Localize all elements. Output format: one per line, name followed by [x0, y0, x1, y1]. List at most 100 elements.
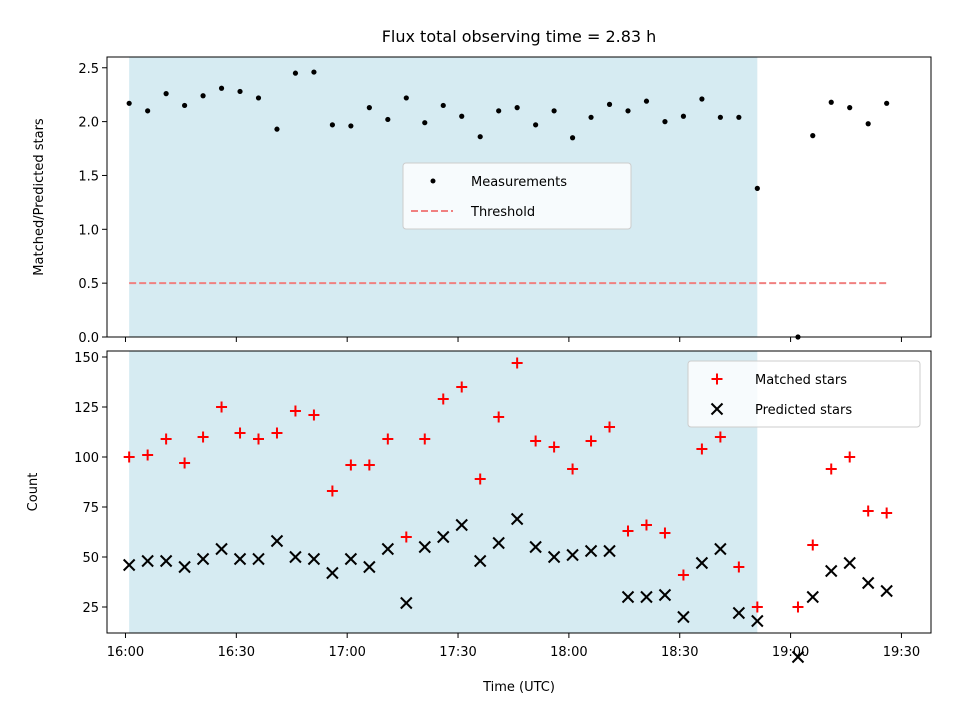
y-tick-label: 1.0 [78, 223, 99, 238]
measurement-point [440, 102, 446, 109]
x-tick-label: 17:30 [439, 645, 476, 660]
x-tick-label: 18:30 [661, 645, 698, 660]
y-tick-label: 100 [74, 451, 99, 466]
chart-title: Flux total observing time = 2.83 h [382, 27, 657, 46]
measurement-point [311, 69, 317, 75]
measurement-point [551, 108, 557, 114]
top-x-ticks [124, 337, 902, 342]
matched-point [807, 539, 819, 551]
measurement-point [680, 113, 687, 119]
top-legend-box [402, 162, 632, 230]
predicted-point [215, 542, 228, 556]
predicted-point [381, 542, 395, 556]
measurement-point [717, 114, 723, 120]
predicted-point [437, 530, 450, 544]
x-tick-label: 16:30 [218, 645, 255, 660]
matched-point [142, 449, 154, 461]
matched-point [585, 435, 597, 447]
legend-matched-marker [711, 373, 723, 385]
bottom-panel: 25 50 75 100 125 150 16:00 16:30 17:00 17:30 18:0… [26, 350, 932, 695]
matched-point [844, 451, 856, 463]
bottom-x-ticks: 16:00 16:30 17:00 17:30 18:00 18:30 19:00 19:30 [107, 633, 920, 660]
y-tick-label: 1.5 [78, 169, 99, 184]
bottom-y-axis-label: Count [26, 473, 41, 512]
matched-point [271, 427, 283, 439]
bottom-y-ticks: 25 50 75 100 125 150 [74, 351, 107, 616]
predicted-point [233, 552, 247, 566]
measurement-point [459, 113, 465, 119]
predicted-point [492, 536, 505, 550]
measurement-point [237, 88, 243, 95]
predicted-point [418, 540, 431, 554]
measurement-point [292, 70, 299, 76]
measurement-point [625, 108, 631, 114]
top-panel: 0.0 0.5 1.0 1.5 2.0 2.5 Flux total observing … [32, 27, 932, 346]
legend-plus [711, 373, 723, 385]
measurement-point [145, 108, 151, 114]
matched-point [197, 431, 209, 443]
measurement-point [884, 100, 890, 106]
matched-point [474, 473, 486, 485]
measurement-point [200, 93, 206, 99]
matched-point [751, 601, 763, 613]
measurement-point [385, 116, 391, 123]
predicted-point [825, 564, 838, 578]
y-tick-label: 25 [82, 601, 99, 616]
measurement-point [588, 114, 594, 120]
x-tick-label: 17:00 [328, 645, 365, 660]
measurement-point [533, 122, 539, 128]
measurement-point [218, 85, 225, 91]
bottom-legend: Matched stars Predicted stars [687, 360, 921, 428]
measurement-point [736, 114, 742, 120]
predicted-point [603, 544, 616, 558]
matched-point [456, 381, 468, 393]
measurement-point [865, 121, 871, 127]
measurement-point [348, 123, 354, 129]
measurement-point [847, 105, 853, 111]
predicted-point [122, 558, 136, 572]
predicted-point [141, 554, 154, 568]
predicted-point [751, 614, 764, 628]
predicted-point [732, 606, 746, 620]
y-tick-label: 0.0 [78, 331, 99, 346]
predicted-point [806, 590, 819, 604]
measurement-point [126, 100, 132, 106]
predicted-point [252, 552, 265, 566]
matched-point [530, 435, 542, 447]
matched-point [437, 393, 449, 405]
y-tick-label: 2.5 [78, 62, 99, 77]
measurement-point [403, 95, 409, 101]
top-y-ticks: 0.0 0.5 1.0 1.5 2.0 2.5 [78, 62, 107, 346]
matched-point [216, 401, 228, 413]
measurement-point [163, 91, 169, 97]
bottom-marks [122, 357, 893, 664]
predicted-point [510, 512, 524, 526]
predicted-point [289, 550, 302, 564]
matched-point [567, 463, 579, 475]
measurement-point [569, 135, 576, 141]
measurement-point [828, 99, 834, 105]
measurement-point [514, 105, 520, 111]
matched-point [640, 519, 652, 531]
measurement-point [606, 101, 613, 107]
matched-point [862, 505, 874, 517]
predicted-point [344, 552, 358, 566]
x-tick-label: 16:00 [107, 645, 144, 660]
predicted-point [159, 554, 173, 568]
predicted-point [714, 542, 727, 556]
predicted-point [529, 540, 542, 554]
measurement-point [699, 96, 705, 102]
predicted-point [695, 556, 709, 570]
matched-point [123, 451, 135, 463]
matched-point [363, 459, 375, 471]
predicted-point [547, 550, 561, 564]
measurement-point [422, 120, 428, 126]
matched-point [400, 531, 412, 543]
predicted-point [677, 610, 690, 624]
legend-measurements-label: Measurements [471, 175, 567, 190]
x-tick-label: 18:00 [550, 645, 587, 660]
measurement-point [255, 95, 262, 101]
y-tick-label: 125 [74, 401, 99, 416]
predicted-point [658, 588, 672, 602]
